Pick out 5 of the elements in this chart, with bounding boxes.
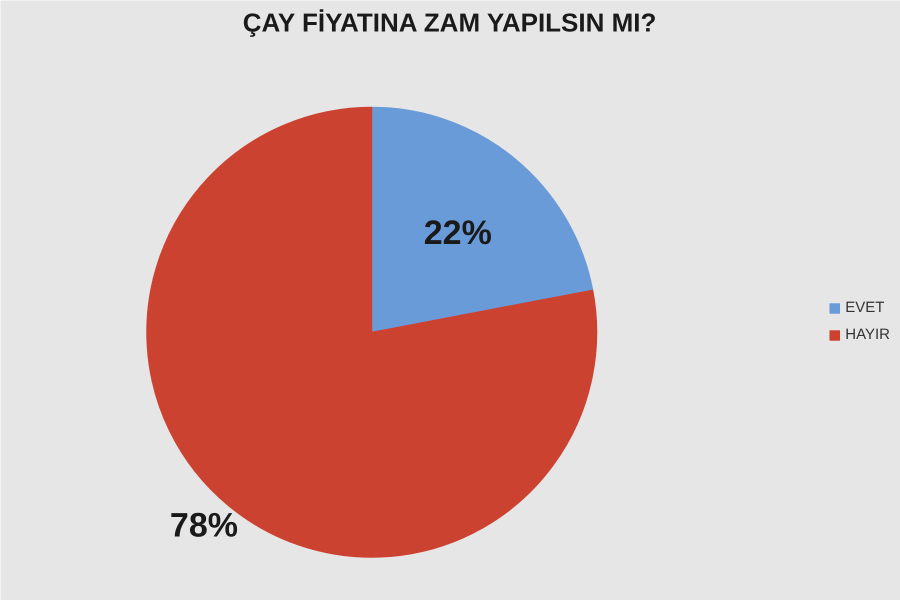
legend-label: HAYIR [845,326,890,343]
legend-label: EVET [845,299,884,316]
data-label: 22% [424,214,492,252]
data-label: 78% [170,506,238,545]
chart-title: ÇAY FİYATINA ZAM YAPILSIN MI? [242,8,656,38]
